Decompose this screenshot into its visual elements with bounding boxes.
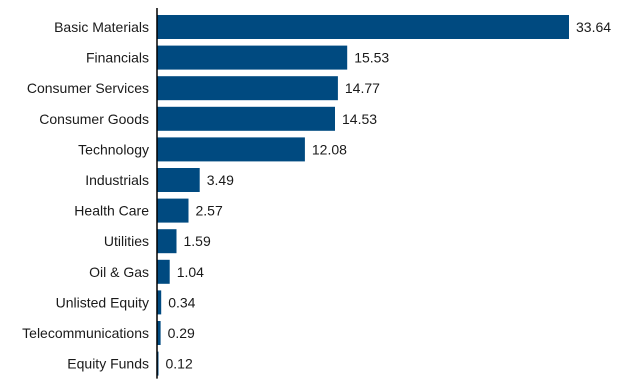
value-label: 14.77 bbox=[345, 80, 380, 96]
category-label: Consumer Goods bbox=[39, 111, 149, 127]
bar-consumer-goods bbox=[157, 106, 335, 131]
value-label: 1.59 bbox=[184, 233, 211, 249]
bar-health-care bbox=[157, 198, 189, 223]
category-label: Consumer Services bbox=[27, 80, 149, 96]
category-label: Oil & Gas bbox=[89, 264, 149, 280]
value-label: 33.64 bbox=[576, 19, 611, 35]
bar-consumer-services bbox=[157, 76, 338, 101]
bar-technology bbox=[157, 137, 305, 162]
category-label: Basic Materials bbox=[54, 19, 149, 35]
value-label: 0.29 bbox=[168, 325, 195, 341]
value-label: 14.53 bbox=[342, 111, 377, 127]
bar-telecommunications bbox=[157, 321, 161, 345]
category-labels-group: Basic Materials Financials Consumer Servic… bbox=[22, 19, 149, 372]
value-label: 0.12 bbox=[166, 356, 193, 372]
bar-basic-materials bbox=[157, 15, 569, 39]
value-label: 0.34 bbox=[168, 294, 195, 310]
value-label: 3.49 bbox=[207, 172, 234, 188]
value-label: 1.04 bbox=[177, 264, 204, 280]
value-label: 2.57 bbox=[196, 203, 223, 219]
value-label: 12.08 bbox=[312, 141, 347, 157]
category-label: Industrials bbox=[85, 172, 149, 188]
category-label: Utilities bbox=[104, 233, 149, 249]
category-label: Technology bbox=[78, 141, 149, 157]
category-label: Health Care bbox=[74, 203, 149, 219]
bar-oil-gas bbox=[157, 259, 170, 284]
bar-utilities bbox=[157, 229, 177, 254]
category-label: Unlisted Equity bbox=[56, 294, 149, 310]
bar-financials bbox=[157, 45, 348, 70]
bars-group bbox=[157, 15, 569, 376]
category-label: Telecommunications bbox=[22, 325, 149, 341]
category-label: Equity Funds bbox=[67, 356, 149, 372]
bar-unlisted-equity bbox=[157, 290, 162, 315]
value-labels-group: 33.64 15.53 14.77 14.53 12.08 3.49 2.57 1.59 1.0… bbox=[166, 19, 612, 372]
value-label: 15.53 bbox=[354, 50, 389, 66]
bar-industrials bbox=[157, 168, 200, 192]
category-label: Financials bbox=[86, 50, 149, 66]
